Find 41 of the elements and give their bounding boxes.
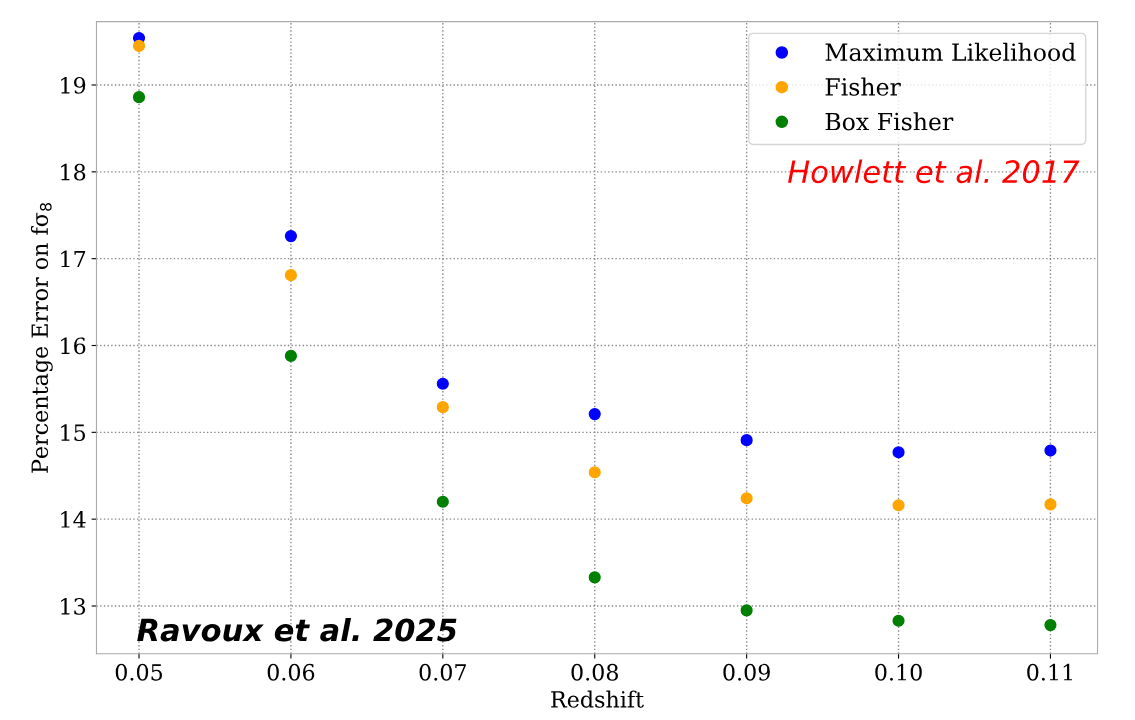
y-tick-label: 19 — [61, 76, 86, 94]
y-tick-label: 13 — [61, 597, 86, 615]
x-tick-label: 0.10 — [875, 663, 922, 681]
legend-label: Box Fisher — [825, 112, 954, 131]
x-tick-label: 0.09 — [723, 663, 770, 681]
y-tick-label: 15 — [61, 424, 86, 442]
point — [436, 377, 449, 390]
annotation: Howlett et al. 2017 — [788, 159, 1080, 184]
point — [284, 349, 297, 362]
x-tick-label: 0.06 — [267, 663, 315, 681]
x-tick-label: 0.05 — [115, 663, 163, 681]
point — [132, 39, 146, 52]
x-tick-label: 0.07 — [419, 663, 466, 681]
point — [1044, 444, 1057, 457]
point — [892, 446, 905, 459]
y-tick-label: 17 — [61, 250, 86, 268]
point — [436, 495, 449, 508]
point — [588, 466, 601, 479]
y-tick-label: 16 — [61, 337, 86, 355]
point — [284, 230, 297, 243]
y-tick-label: 18 — [61, 163, 86, 181]
annotation: Ravoux et al. 2025 — [137, 617, 457, 642]
point — [588, 408, 601, 421]
legend-label: Maximum Likelihood — [825, 42, 1076, 62]
point — [740, 604, 753, 617]
point — [1044, 498, 1057, 511]
point — [892, 499, 905, 512]
point — [284, 269, 297, 282]
point — [588, 571, 601, 584]
y-axis-title: Percentage Error on fσ$_{8}$ — [30, 203, 53, 473]
x-tick-label: 0.11 — [1027, 663, 1073, 681]
legend-label: Fisher — [825, 77, 901, 96]
point — [436, 401, 449, 414]
x-tick-label: 0.08 — [571, 663, 618, 681]
point — [740, 434, 753, 447]
point — [740, 492, 753, 505]
y-tick-label: 14 — [61, 511, 86, 528]
x-axis-title: Redshift — [551, 690, 644, 708]
point — [132, 91, 146, 104]
point — [1044, 619, 1057, 632]
point — [892, 614, 905, 627]
